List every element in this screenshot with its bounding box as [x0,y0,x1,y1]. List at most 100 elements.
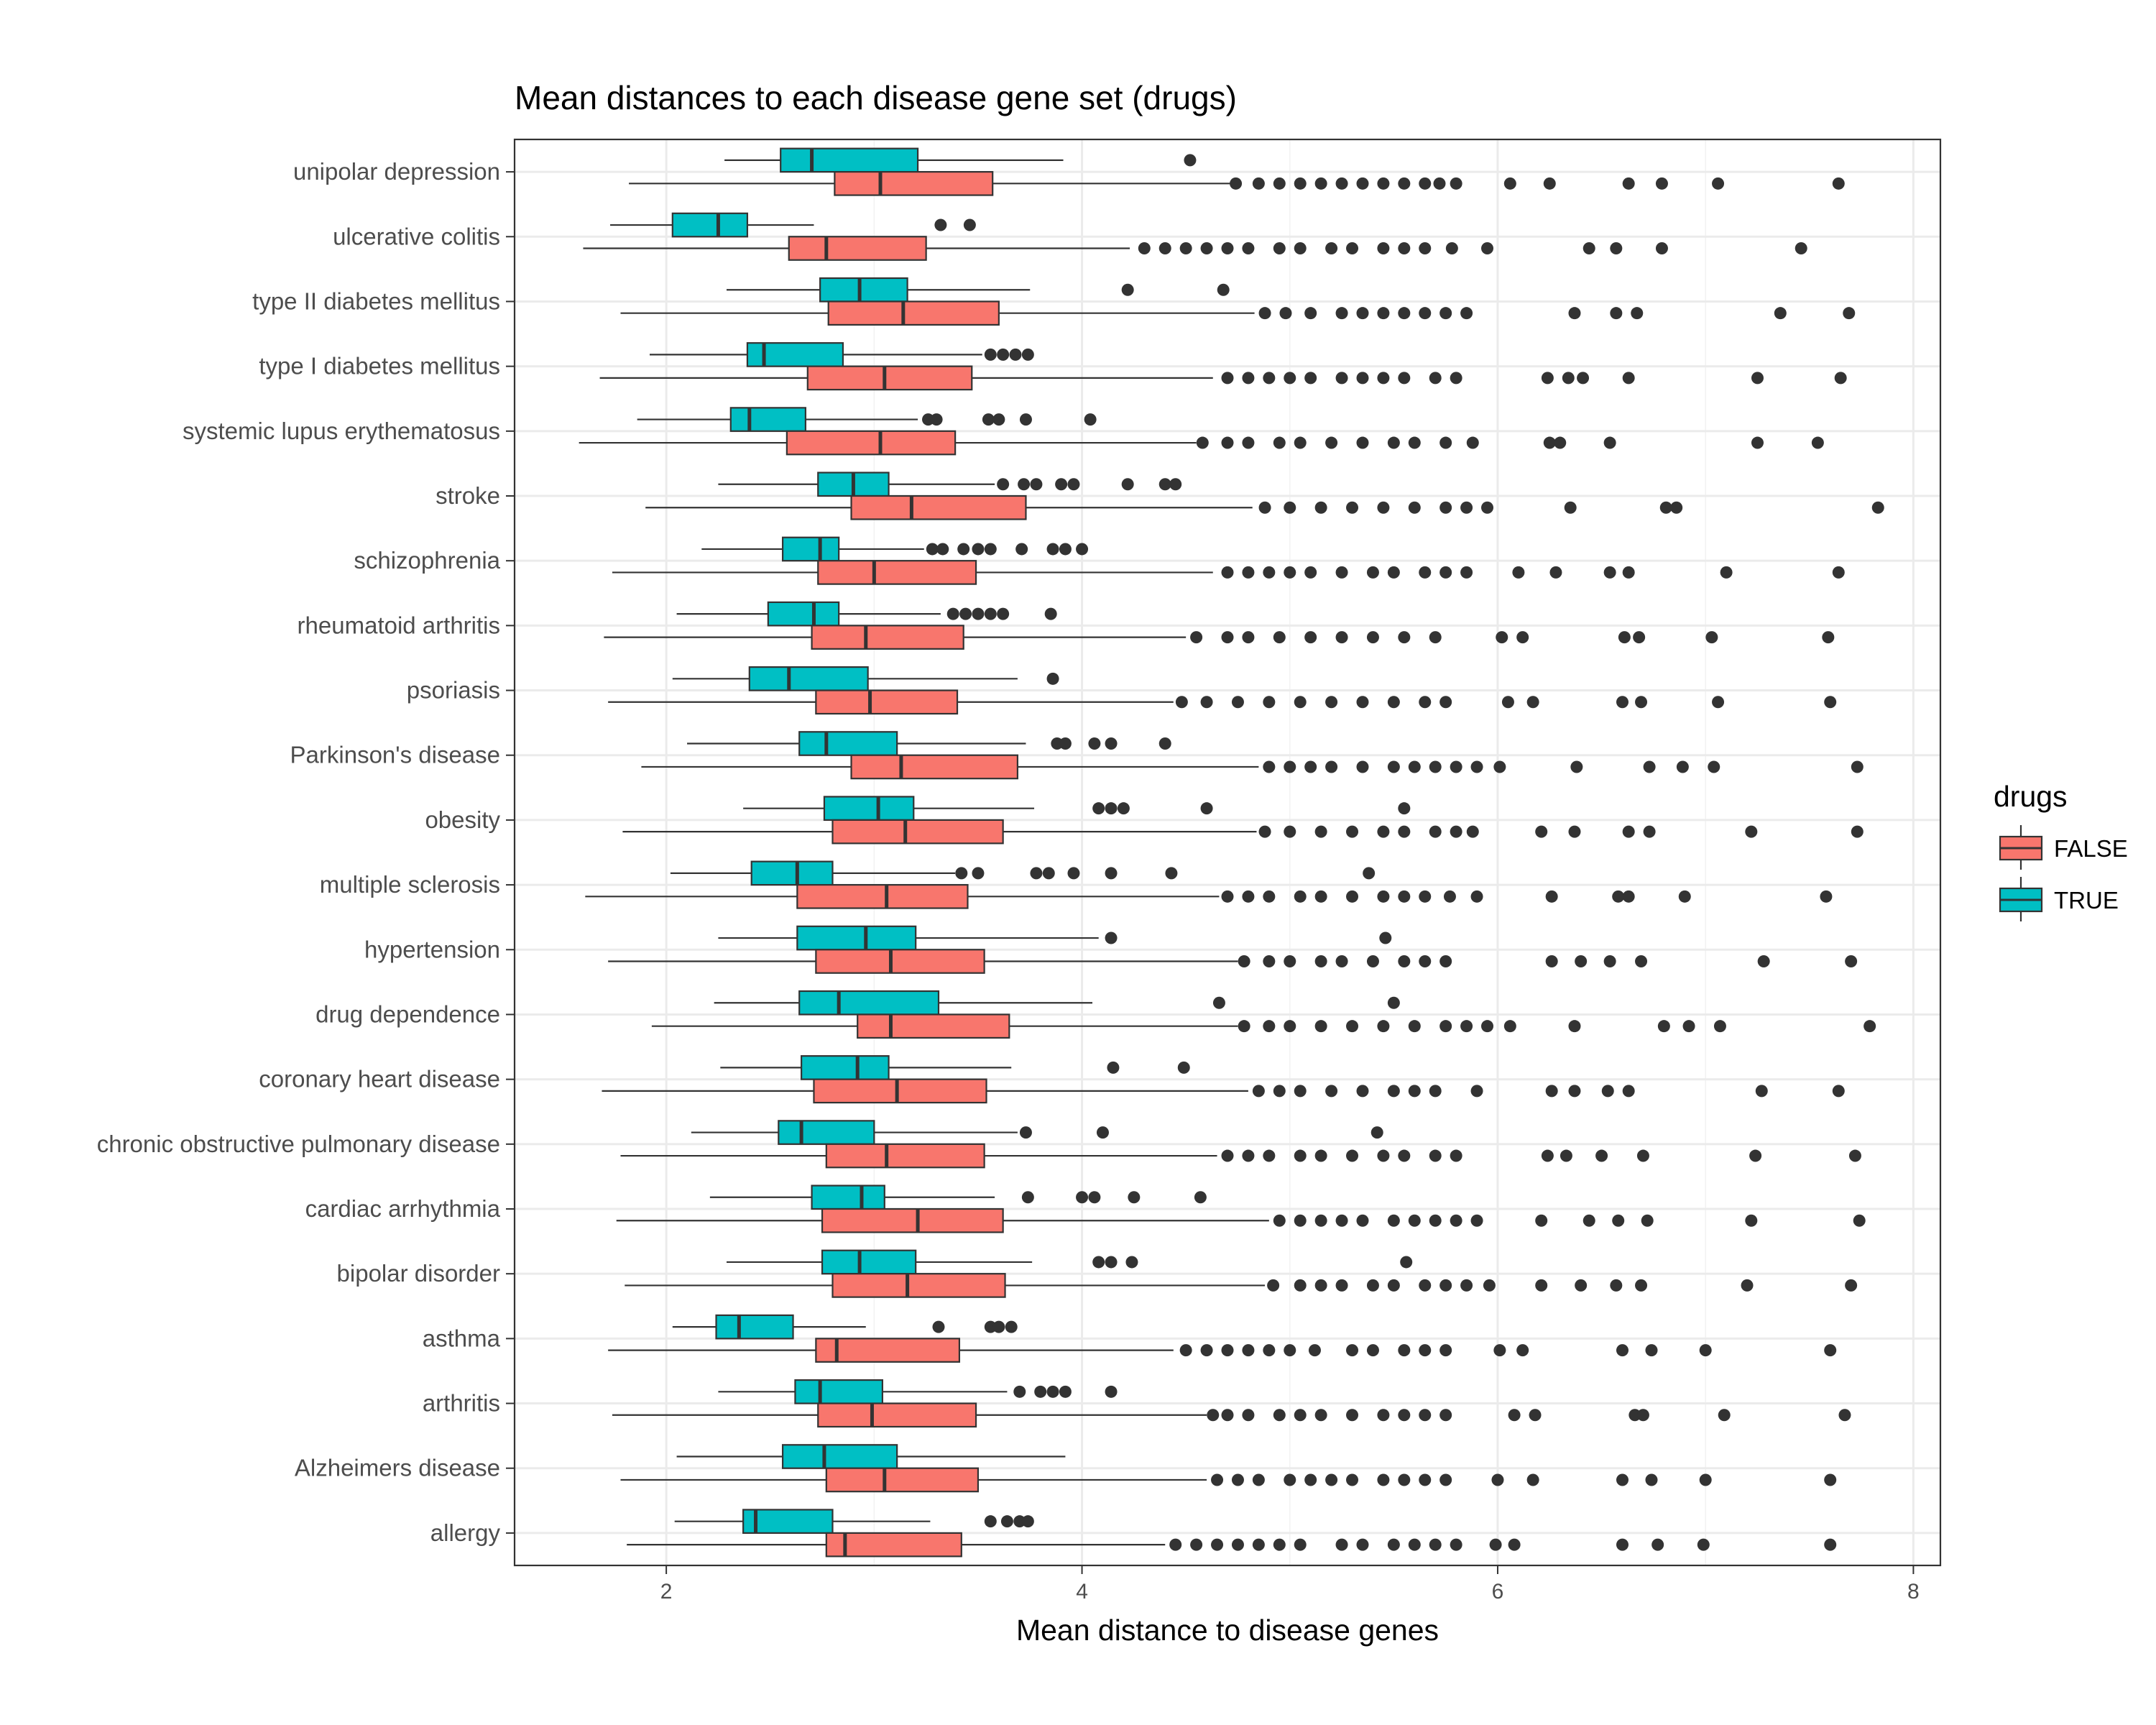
box-true [649,342,1034,367]
outlier-point [1655,177,1668,190]
outlier-point [1105,802,1118,815]
outlier-point [1450,825,1462,838]
outlier-point [1067,867,1080,880]
box-false [608,949,1858,974]
outlier-point [1535,1279,1548,1292]
outlier-point [1720,566,1733,579]
outlier-point [1697,1538,1710,1551]
outlier-point [1366,631,1379,644]
outlier-point [1481,242,1494,255]
outlier-point [1560,1149,1572,1162]
outlier-point [1774,307,1787,320]
box-true [674,1509,1034,1535]
box-true [670,860,1376,886]
outlier-point [1284,372,1296,385]
outlier-point [1832,177,1845,190]
outlier-point [1408,1020,1421,1033]
box-iqr [834,170,994,196]
outlier-point [1314,890,1327,903]
outlier-point [1832,1085,1845,1098]
outlier-point [1496,631,1508,644]
outlier-point [1212,996,1225,1009]
outlier-point [1541,1149,1554,1162]
outlier-point [1121,283,1134,296]
outlier-point [1493,760,1506,773]
outlier-point [1577,372,1590,385]
box-iqr [850,754,1018,780]
outlier-point [1699,1344,1712,1357]
outlier-point [1622,890,1635,903]
box-iqr [786,430,957,456]
outlier-point [1633,631,1646,644]
box-iqr [806,365,973,391]
outlier-point [1864,1020,1876,1033]
outlier-point [1231,1473,1244,1486]
outlier-point [1221,372,1234,385]
outlier-point [1314,955,1327,968]
outlier-point [1450,760,1462,773]
outlier-point [984,348,997,361]
outlier-point [1439,566,1452,579]
outlier-point [1346,825,1359,838]
outlier-point [1273,1538,1286,1551]
outlier-point [1516,1344,1529,1357]
box-true [718,472,1182,497]
outlier-point [1408,501,1421,514]
outlier-point [1221,890,1234,903]
outlier-point [1346,1020,1359,1033]
outlier-point [1419,1279,1432,1292]
box-true [610,212,976,238]
box-true [672,1314,1018,1340]
outlier-point [1503,177,1516,190]
outlier-point [1117,802,1130,815]
outlier-point [1583,242,1595,255]
outlier-point [1419,696,1432,709]
box-iqr [778,1120,875,1145]
outlier-point [1242,1409,1255,1422]
outlier-point [1046,672,1059,685]
outlier-point [1516,631,1529,644]
box-iqr [729,407,806,432]
outlier-point [1398,802,1411,815]
outlier-point [1221,1409,1234,1422]
outlier-point [963,218,976,231]
plot-panel-border [513,138,1942,1567]
outlier-point [1284,1473,1296,1486]
outlier-point [1284,1020,1296,1033]
outlier-point [1042,867,1055,880]
outlier-point [1641,1214,1654,1227]
outlier-point [1076,543,1089,556]
y-tick-label: type I diabetes mellitus [259,353,500,380]
outlier-point [1055,478,1068,491]
outlier-point [1346,501,1359,514]
outlier-point [1346,1409,1359,1422]
outlier-point [1200,1344,1213,1357]
box-iqr [715,1314,794,1340]
outlier-point [1346,1344,1359,1357]
outlier-point [1242,242,1255,255]
outlier-point [1165,867,1178,880]
box-iqr [815,949,985,974]
outlier-point [1279,307,1292,320]
outlier-point [1335,1538,1348,1551]
outlier-point [1263,566,1276,579]
outlier-point [1450,177,1462,190]
outlier-point [1755,1085,1768,1098]
outlier-point [1067,478,1080,491]
outlier-point [955,867,968,880]
outlier-point [1273,436,1286,449]
outlier-point [1460,501,1473,514]
outlier-point [1325,760,1338,773]
box-true [726,1249,1413,1275]
outlier-point [1018,478,1031,491]
outlier-point [1612,1214,1625,1227]
outlier-point [984,607,997,620]
outlier-point [1645,1473,1658,1486]
box-iqr [796,925,917,951]
box-iqr [831,819,1004,845]
outlier-point [1294,242,1307,255]
outlier-point [1529,1409,1542,1422]
outlier-point [1429,631,1442,644]
legend-title: drugs [1994,780,2068,813]
outlier-point [934,218,947,231]
